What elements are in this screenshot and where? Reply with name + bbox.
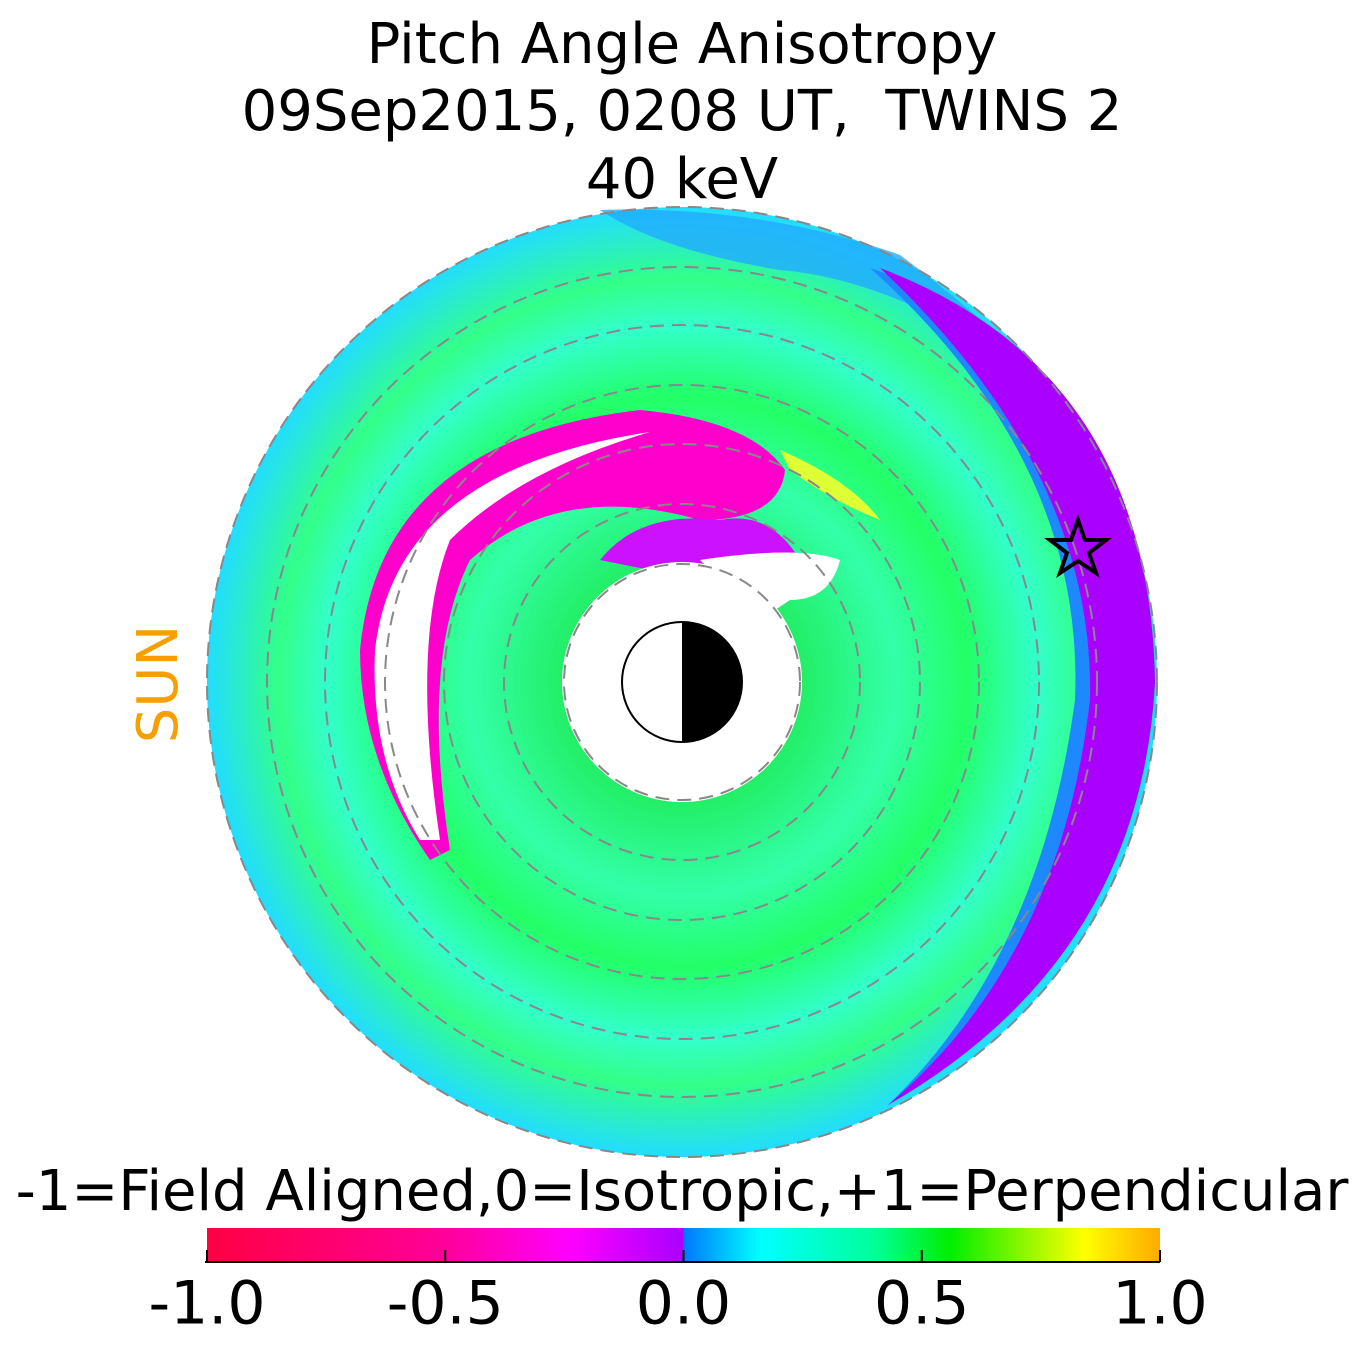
inner-gap [700, 552, 840, 620]
map [206, 206, 1158, 1158]
colorbar-tick-label: -1.0 [148, 1269, 265, 1339]
ring [503, 503, 861, 861]
ring [324, 324, 1040, 1040]
title-line: 09Sep2015, 0208 UT, TWINS 2 [242, 79, 1123, 144]
ring [563, 563, 801, 801]
colorbar-tick-label: 1.0 [1112, 1269, 1207, 1339]
title-line: Pitch Angle Anisotropy [367, 12, 998, 77]
map-region [880, 268, 1155, 1105]
satellite-star [1044, 513, 1112, 578]
colorbar-label: -1=Field Aligned,0=Isotropic,+1=Perpendi… [16, 1159, 1350, 1224]
colorbar-tick-label: 0.0 [636, 1269, 731, 1339]
title-line: 40 keV [586, 147, 778, 212]
map-region [780, 450, 880, 520]
map-region [374, 432, 650, 840]
sun-label: SUN [126, 625, 191, 743]
colorbar-ticks: -1.0 -0.5 0.0 0.5 1.0 [148, 1250, 1208, 1339]
colorbar-tick-label: -0.5 [387, 1269, 504, 1339]
ring [206, 206, 1158, 1158]
colorbar-tick-label: 0.5 [874, 1269, 969, 1339]
earth-night [682, 622, 742, 742]
ring [384, 384, 980, 980]
map-region [600, 209, 1040, 380]
title: Pitch Angle Anisotropy 09Sep2015, 0208 U… [242, 12, 1123, 212]
ring [266, 266, 1098, 1098]
ring [443, 443, 921, 921]
